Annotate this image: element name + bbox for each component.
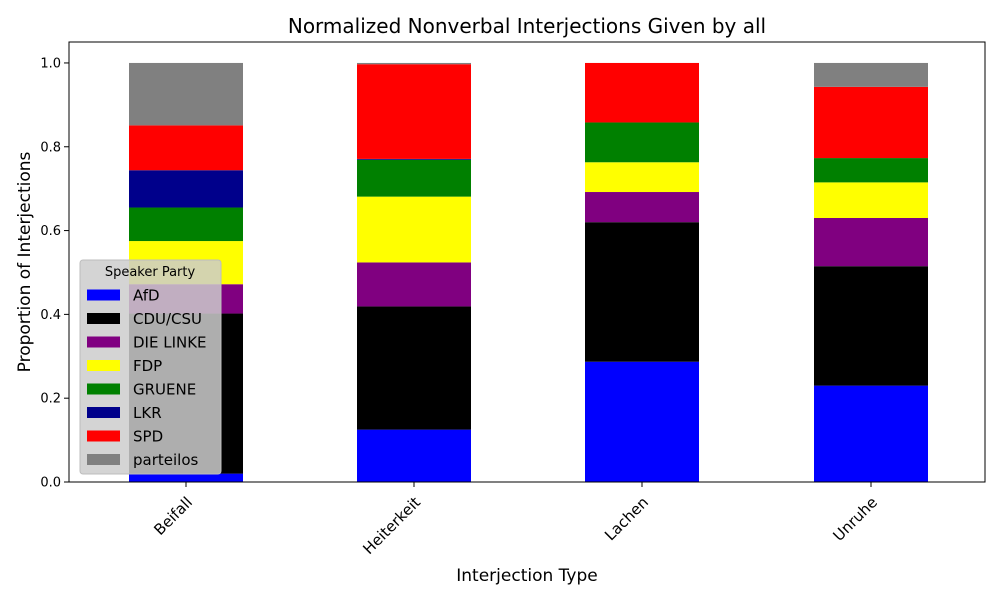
x-tick-label: Heiterkeit — [359, 493, 424, 558]
legend-swatch-gruene — [87, 383, 120, 395]
legend-swatch-cdu-csu — [87, 313, 120, 324]
y-axis-ticks: 0.0 0.2 0.4 0.6 0.8 1.0 — [40, 56, 69, 491]
y-tick-label: 1.0 — [40, 56, 61, 71]
plot-frame — [68, 41, 986, 483]
bar-segment-afd-beifall — [129, 473, 243, 482]
legend-swatch-die-linke — [87, 336, 120, 348]
bar-segment-lkr-beifall — [129, 170, 243, 208]
legend-label: AfD — [133, 287, 160, 305]
legend-label: GRUENE — [133, 381, 196, 399]
bar-segment-cdu-csu-lachen — [585, 222, 699, 362]
bar-segment-parteilos-unruhe — [814, 62, 928, 87]
legend-swatch-spd — [87, 430, 120, 442]
x-axis-label: Interjection Type — [456, 566, 597, 586]
y-tick-label: 0.0 — [40, 476, 61, 491]
bar-segment-afd-unruhe — [814, 385, 928, 482]
bar-segment-cdu-csu-heiterkeit — [357, 306, 471, 430]
legend-label: LKR — [133, 404, 162, 422]
bar-segment-afd-heiterkeit — [357, 429, 471, 482]
legend: Speaker Party AfD CDU/CSU DIE LINKE FDP GRUE… — [79, 259, 222, 475]
y-tick-label: 0.4 — [40, 308, 61, 323]
chart-title: Normalized Nonverbal Interjections Given… — [288, 14, 766, 38]
bar-segment-fdp-heiterkeit — [357, 196, 471, 263]
y-axis-label: Proportion of Interjections — [15, 151, 35, 372]
legend-swatch-parteilos — [87, 454, 120, 465]
legend-title: Speaker Party — [105, 265, 196, 280]
bar-segment-gruene-heiterkeit — [357, 159, 471, 197]
y-tick-label: 0.8 — [40, 140, 61, 155]
bar-segment-die-linke-unruhe — [814, 218, 928, 267]
legend-label: DIE LINKE — [133, 334, 207, 352]
bar-segment-spd-unruhe — [814, 86, 928, 159]
bar-segment-spd-beifall — [129, 125, 243, 171]
x-tick-label: Beifall — [150, 493, 196, 539]
bar-segment-spd-lachen — [585, 62, 699, 123]
x-tick-label: Lachen — [601, 493, 652, 544]
legend-swatch-afd — [87, 289, 120, 301]
x-tick-label: Unruhe — [829, 493, 881, 545]
bar-segment-fdp-unruhe — [814, 182, 928, 218]
legend-label: parteilos — [133, 451, 199, 469]
y-tick-label: 0.2 — [40, 392, 61, 407]
bar-segment-cdu-csu-unruhe — [814, 266, 928, 386]
bar-segment-die-linke-lachen — [585, 192, 699, 223]
bar-segment-parteilos-beifall — [129, 62, 243, 126]
bar-segment-die-linke-heiterkeit — [357, 262, 471, 307]
bar-segment-spd-heiterkeit — [357, 64, 471, 159]
bar-segment-parteilos-heiterkeit — [357, 62, 471, 65]
bars-group — [129, 62, 928, 482]
legend-label: CDU/CSU — [133, 310, 202, 328]
bar-segment-gruene-unruhe — [814, 158, 928, 183]
bar-segment-lkr-heiterkeit — [357, 158, 471, 160]
legend-swatch-fdp — [87, 360, 120, 371]
bar-segment-gruene-lachen — [585, 122, 699, 163]
legend-label: FDP — [133, 357, 162, 375]
y-tick-label: 0.6 — [40, 224, 61, 239]
legend-swatch-lkr — [87, 407, 120, 418]
bar-segment-gruene-beifall — [129, 207, 243, 242]
legend-items: AfD CDU/CSU DIE LINKE FDP GRUENE LKR SPD partei… — [87, 287, 207, 469]
x-axis-ticks: Beifall Heiterkeit Lachen Unruhe — [150, 482, 881, 558]
legend-label: SPD — [133, 428, 163, 446]
bar-segment-fdp-lachen — [585, 162, 699, 193]
bar-segment-afd-lachen — [585, 361, 699, 482]
